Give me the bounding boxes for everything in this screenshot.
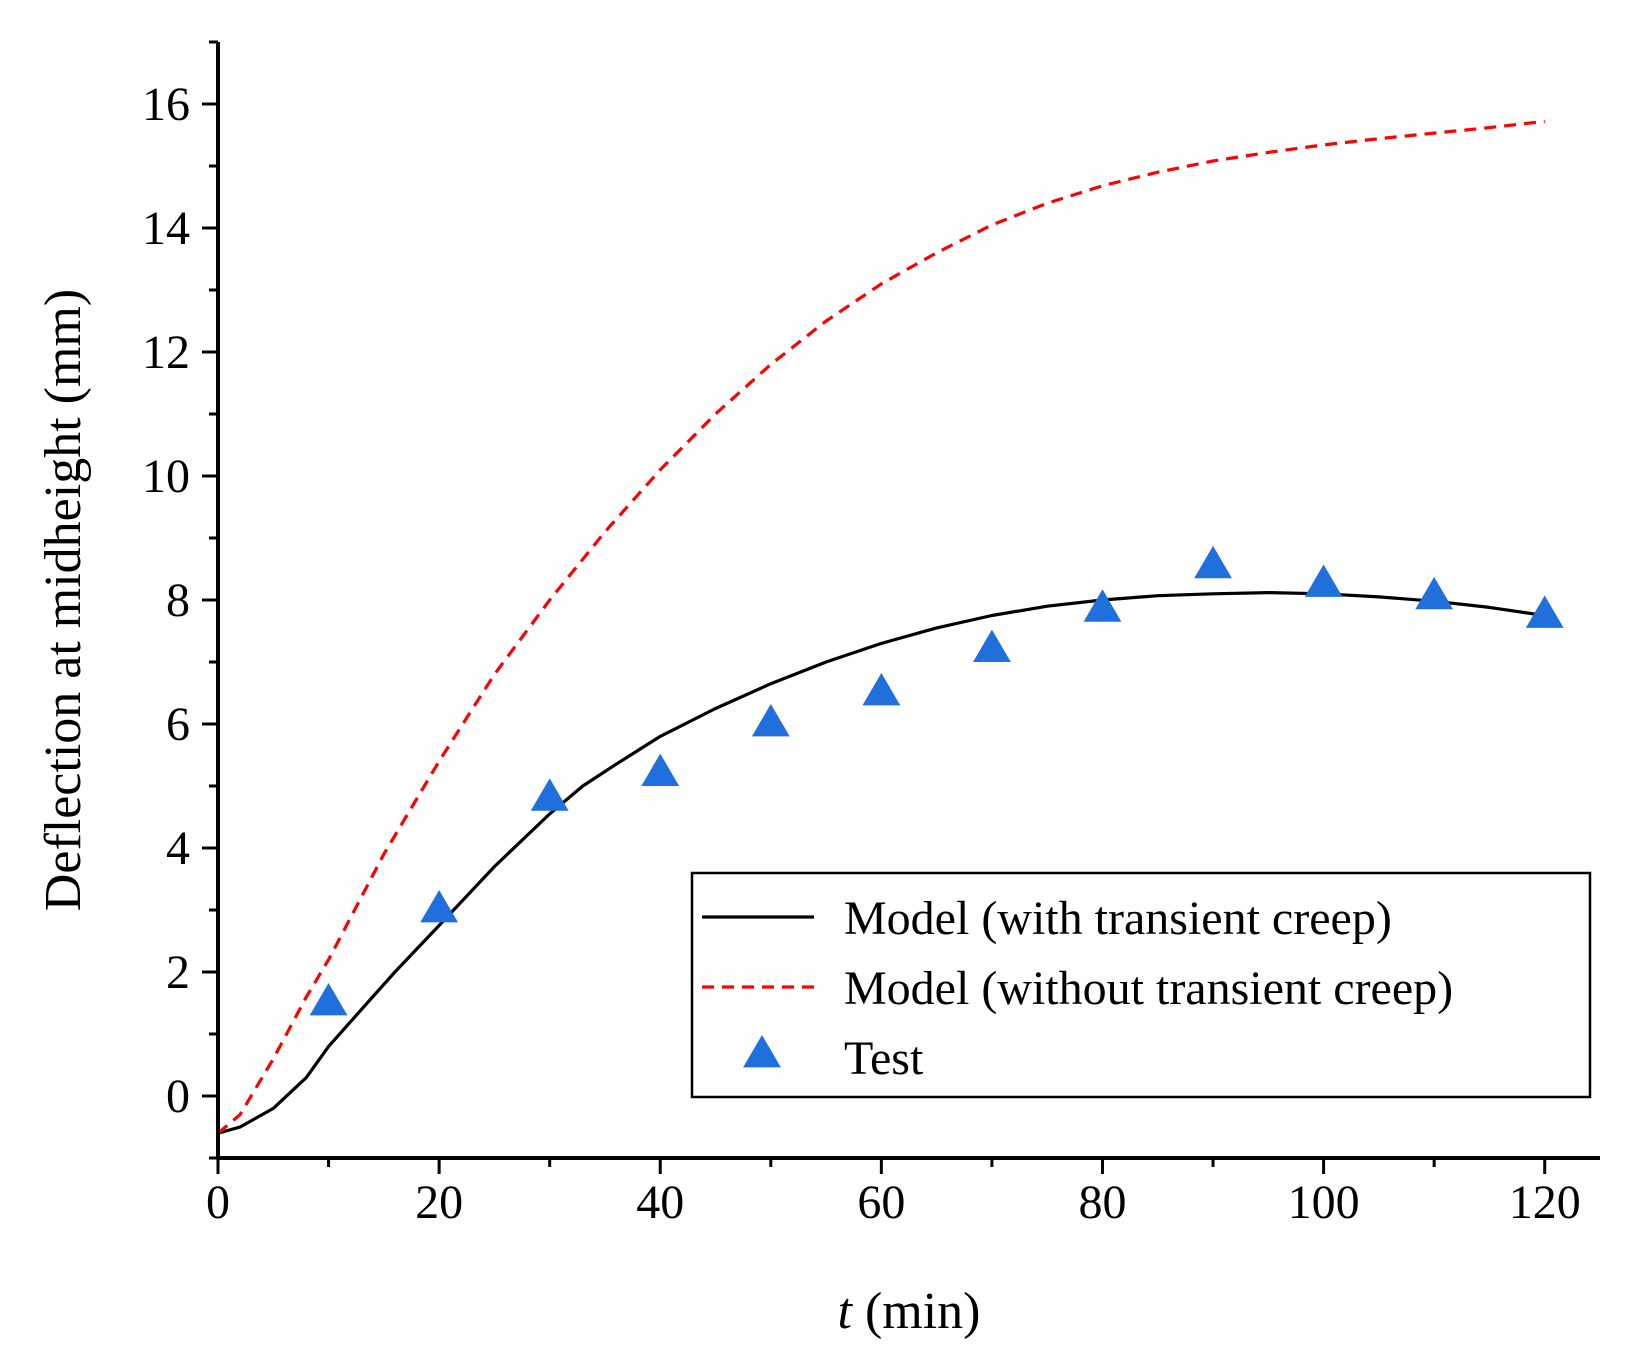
legend-box: [690, 871, 1592, 1099]
legend-marker-test: [743, 1035, 781, 1068]
test-data-point: [862, 673, 901, 706]
test-data-point: [420, 890, 459, 923]
y-axis-title: Deflection at midheight (mm): [35, 289, 92, 911]
y-tick-label: 16: [142, 78, 190, 131]
x-tick-label: 120: [1509, 1176, 1581, 1229]
y-tick-label: 14: [142, 202, 190, 255]
test-data-point: [751, 704, 790, 737]
y-tick-label: 2: [166, 946, 190, 999]
test-data-point: [1525, 595, 1564, 628]
x-tick-label: 20: [415, 1176, 463, 1229]
test-data-point: [1415, 576, 1454, 610]
series-line-without-transient-creep: [216, 119, 1545, 1135]
x-tick-label: 100: [1288, 1176, 1360, 1229]
test-data-point: [1304, 564, 1343, 597]
legend: Model (with transient creep) Model (witho…: [690, 871, 1592, 1099]
y-tick-label: 10: [142, 450, 190, 503]
y-tick-label: 4: [166, 822, 190, 875]
x-axis-title-unit: (min): [852, 1283, 981, 1340]
x-axis-title: t (min): [838, 1283, 981, 1340]
y-tick-label: 0: [166, 1070, 190, 1123]
series-group: [216, 119, 1564, 1135]
test-data-point: [973, 629, 1011, 662]
test-data-point: [309, 983, 348, 1016]
x-tick-label: 60: [857, 1176, 905, 1229]
x-tick-label: 80: [1078, 1176, 1126, 1229]
y-tick-label: 12: [142, 326, 190, 379]
test-data-point: [1083, 589, 1122, 622]
legend-label: Model (without transient creep): [844, 962, 1453, 1015]
series-line-with-transient-creep: [217, 591, 1545, 1135]
x-axis-title-variable: t: [838, 1283, 854, 1340]
test-data-point: [1194, 545, 1232, 579]
x-tick-label: 0: [206, 1176, 230, 1229]
x-tick-label: 40: [636, 1176, 684, 1229]
y-tick-label: 6: [166, 698, 190, 751]
y-tick-label: 8: [166, 574, 190, 627]
legend-label: Test: [844, 1032, 924, 1085]
axes-group: 0 20 40 60 80 100 120 0 2 4 6 8 10 12 14 16: [142, 40, 1600, 1229]
test-data-point: [530, 778, 569, 811]
test-data-point: [641, 753, 680, 786]
legend-label: Model (with transient creep): [844, 892, 1392, 945]
